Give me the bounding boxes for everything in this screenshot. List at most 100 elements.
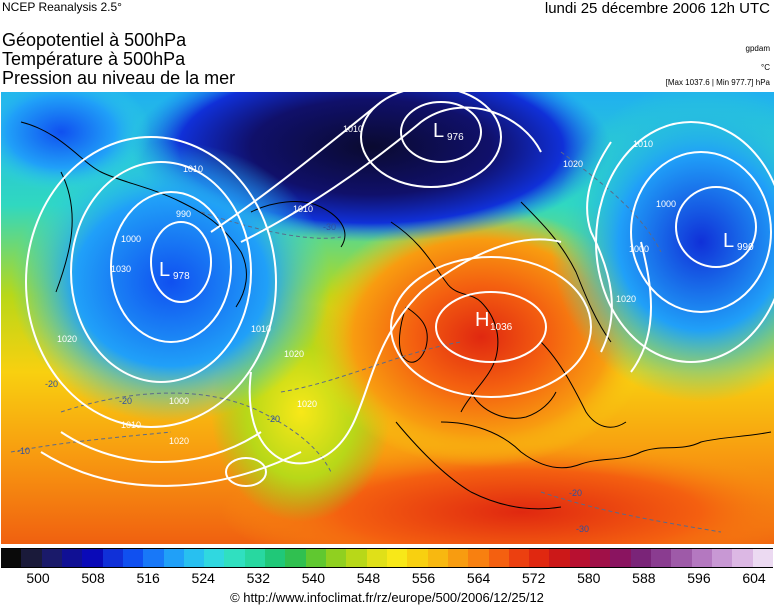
isobar-label: 1010 [251, 324, 271, 334]
isobar-label: 990 [176, 209, 191, 219]
color-swatch [183, 549, 205, 567]
color-swatch [590, 549, 611, 567]
isobar-label: 1020 [57, 334, 77, 344]
unit-temperature: °C [761, 63, 770, 72]
color-swatch [691, 549, 712, 567]
isobar-label: 1000 [629, 244, 649, 254]
isobar-label: 1010 [633, 139, 653, 149]
color-scale-tick: 524 [191, 570, 215, 586]
temperature-label: -10 [17, 446, 30, 456]
color-swatch [366, 549, 387, 567]
isobar-low-east [675, 186, 757, 268]
temperature-label: -30 [576, 524, 589, 534]
isobar-east-arc [586, 141, 613, 353]
color-swatch [224, 549, 245, 567]
title-temperature: Température à 500hPa [2, 49, 186, 69]
isobar-low-west [150, 221, 212, 303]
isobar-low-north-2 [360, 92, 502, 188]
isobar-high [435, 291, 547, 363]
unit-geopotential: gpdam [745, 44, 770, 53]
cold-pool-northwest [1, 92, 151, 192]
color-swatch [61, 549, 83, 567]
low-value-west: 978 [173, 271, 190, 282]
color-swatch [468, 549, 489, 567]
color-swatch [21, 549, 42, 567]
color-swatch [285, 549, 306, 567]
isobar-low-west-4 [25, 136, 277, 428]
high-value: 1036 [490, 322, 513, 333]
isobar-high-2 [390, 256, 592, 398]
color-swatch [549, 549, 570, 567]
color-scale-ticks: 500 508 516 524 532 540 548 556 564 572 580 588 596 6… [0, 570, 774, 590]
color-swatch [488, 549, 509, 567]
color-swatch [427, 549, 448, 567]
color-scale-tick: 532 [246, 570, 270, 586]
weather-map: L 976 L 978 L 990 H 1036 1010 1000 990 1… [1, 92, 774, 544]
temperature-labels: -30 -20 -20 -20 -10 -20 -30 [17, 222, 589, 534]
color-swatch [752, 549, 773, 567]
isobars [25, 92, 774, 487]
color-scale-tick: 596 [687, 570, 711, 586]
isobar-label: 1000 [656, 199, 676, 209]
color-swatch [610, 549, 631, 567]
temperature-label: -20 [569, 488, 582, 498]
color-swatch [630, 549, 651, 567]
isobar-label: 1020 [297, 399, 317, 409]
isobar-label: 1010 [343, 124, 363, 134]
isobar-label: 1030 [111, 264, 131, 274]
color-swatch [82, 549, 103, 567]
isobar-label: 1020 [284, 349, 304, 359]
temperature-label: -20 [267, 414, 280, 424]
isobar-label: 1020 [563, 159, 583, 169]
high-letter: H [475, 309, 489, 331]
isobar-low-west-3 [70, 161, 252, 383]
credit-url: © http://www.infoclimat.fr/rz/europe/500… [230, 590, 544, 605]
temperature-label: -20 [45, 379, 58, 389]
color-scale-tick: 580 [577, 570, 601, 586]
color-swatch [386, 549, 408, 567]
isobar-label: 1010 [183, 164, 203, 174]
isobar-labels: 1010 1000 990 1020 1030 1000 1010 1020 1… [57, 124, 676, 446]
color-scale-tick: 540 [301, 570, 326, 586]
color-scale-tick: 572 [522, 570, 546, 586]
color-swatch [143, 549, 164, 567]
isobar-label: 1020 [169, 436, 189, 446]
color-swatch [244, 549, 266, 567]
color-swatch [569, 549, 591, 567]
temperature-label: -30 [323, 222, 336, 232]
color-swatch [265, 549, 286, 567]
date-label: lundi 25 décembre 2006 12h UTC [544, 0, 770, 17]
isobar-east-arc-2 [630, 241, 652, 373]
color-swatch [711, 549, 733, 567]
title-pressure: Pression au niveau de la mer [2, 68, 236, 88]
color-scale-tick: 516 [136, 570, 160, 586]
color-swatch [732, 549, 753, 567]
color-swatch [326, 549, 347, 567]
isobar-small-cell [225, 457, 267, 487]
isobar-label: 1020 [616, 294, 636, 304]
color-swatch [407, 549, 428, 567]
color-swatch [671, 549, 692, 567]
isobar-arc-north-2 [210, 101, 382, 233]
color-swatch [41, 549, 62, 567]
color-swatch [346, 549, 367, 567]
isobar-south [60, 431, 262, 463]
color-scale-tick: 500 [26, 570, 50, 586]
color-swatch [529, 549, 550, 567]
color-swatch [1, 549, 22, 567]
color-scale-tick: 564 [466, 570, 491, 586]
coastlines [20, 121, 772, 510]
isobar-label: 1010 [121, 420, 141, 430]
low-letter-east: L [723, 230, 734, 252]
color-scale-tick: 508 [81, 570, 105, 586]
isobar-label: 1000 [121, 234, 141, 244]
low-value-east: 990 [737, 242, 754, 253]
color-swatch [447, 549, 469, 567]
cold-pool-east [551, 92, 774, 402]
source-label: NCEP Reanalysis 2.5° [2, 0, 122, 14]
color-scale-bar [1, 548, 773, 568]
isobar-ridge [248, 238, 562, 465]
color-swatch [651, 549, 672, 567]
temperature-contours [10, 151, 722, 533]
isobar-low-west-2 [110, 191, 232, 343]
